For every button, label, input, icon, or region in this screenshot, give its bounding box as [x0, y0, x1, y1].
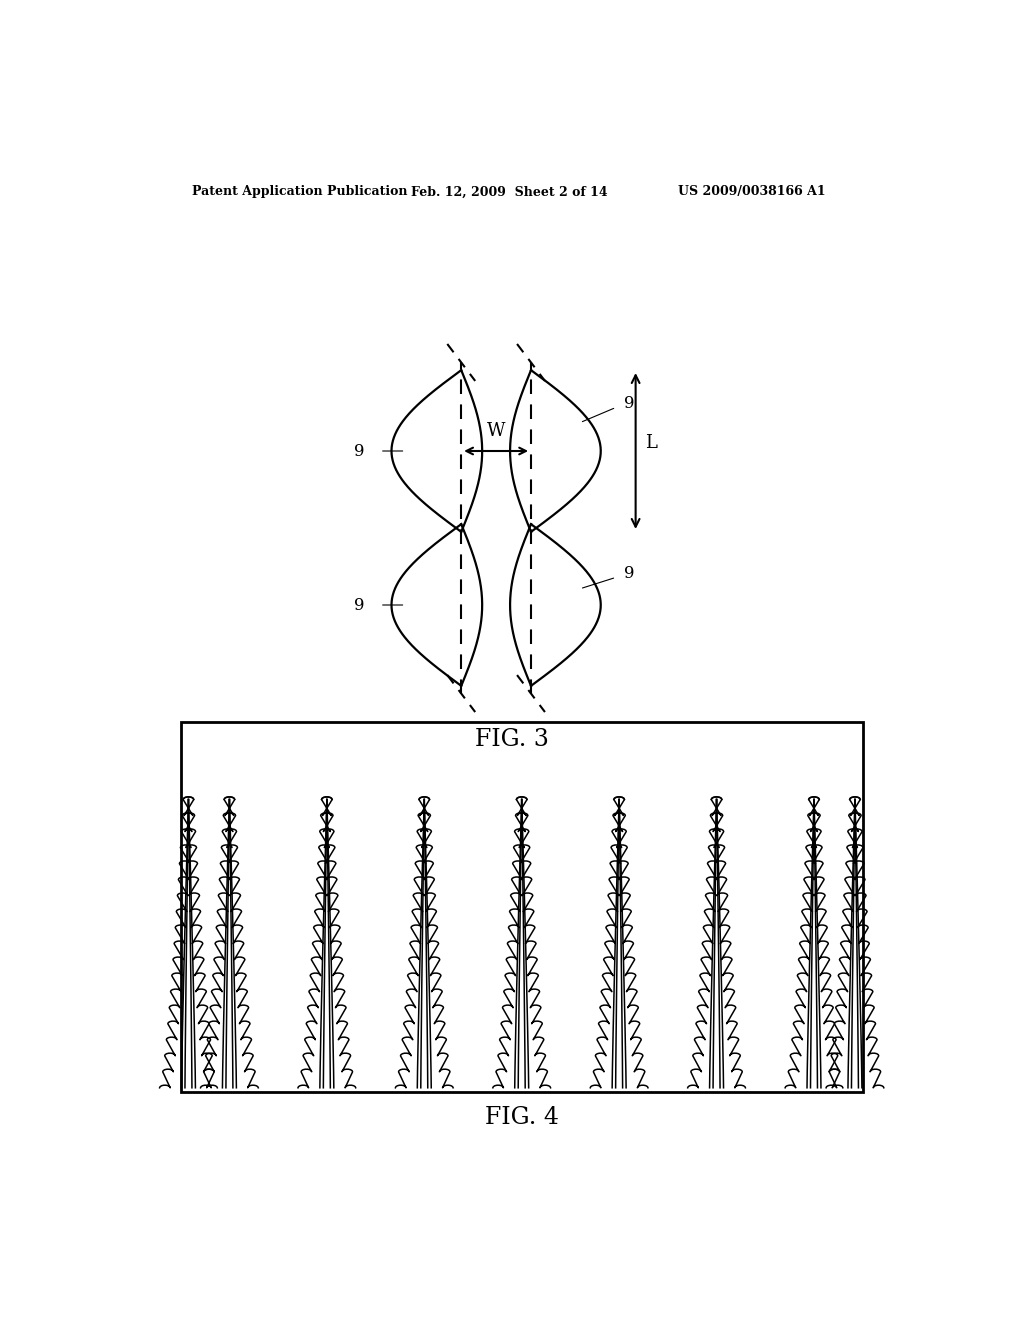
Bar	[180, 722, 862, 1092]
Text: 9: 9	[354, 442, 365, 459]
Text: W: W	[486, 422, 506, 441]
Text: FIG. 3: FIG. 3	[475, 729, 549, 751]
Text: FIG. 4: FIG. 4	[484, 1106, 559, 1129]
Text: Patent Application Publication: Patent Application Publication	[191, 185, 408, 198]
Text: L: L	[645, 434, 656, 453]
Text: 9: 9	[354, 597, 365, 614]
Text: Feb. 12, 2009  Sheet 2 of 14: Feb. 12, 2009 Sheet 2 of 14	[411, 185, 607, 198]
Text: 9: 9	[624, 395, 635, 412]
Text: 9: 9	[624, 565, 635, 582]
Text: US 2009/0038166 A1: US 2009/0038166 A1	[678, 185, 826, 198]
